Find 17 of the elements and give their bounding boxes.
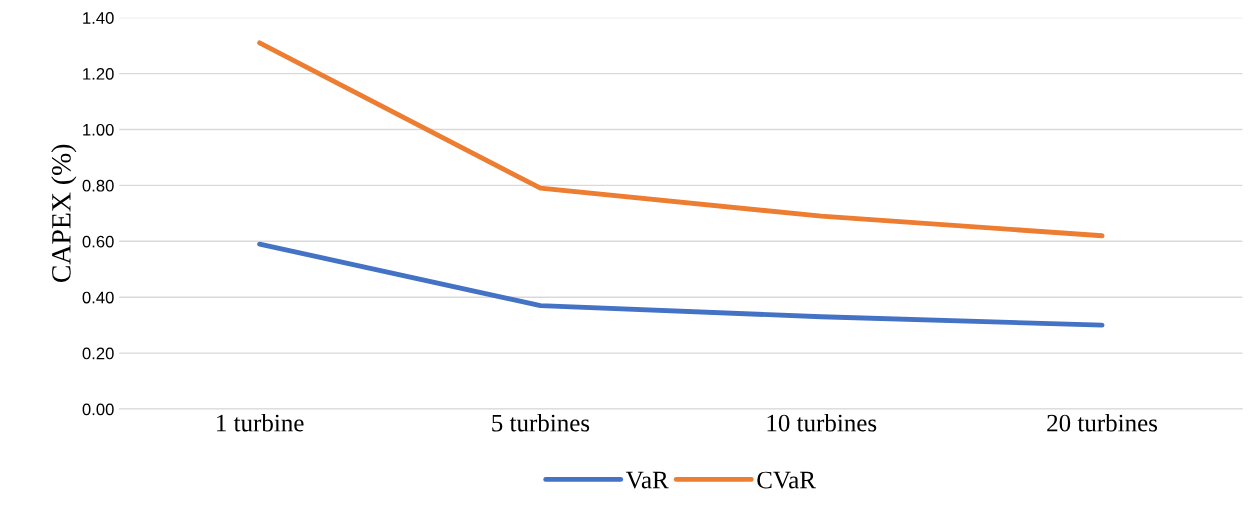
line-series — [257, 241, 1105, 328]
y-tick-label: 1.20 — [83, 67, 114, 80]
y-tick-label: 0.60 — [82, 235, 114, 248]
y-tick-label: 0.40 — [82, 291, 114, 304]
legend-label: VaR — [625, 471, 669, 489]
y-tick-label: 1.40 — [83, 12, 114, 24]
x-tick-label: 10 turbines — [767, 413, 877, 432]
y-tick-label: 1.00 — [83, 123, 114, 136]
x-tick-label: 20 turbines — [1047, 413, 1158, 432]
x-tick-label: 5 turbines — [492, 413, 590, 432]
legend-label: CVaR — [757, 471, 816, 489]
y-axis-title: CAPEX (%) — [51, 144, 77, 283]
line-series — [257, 40, 1105, 239]
y-tick-label: 0.20 — [82, 347, 114, 360]
y-tick-label: 0.00 — [82, 403, 114, 416]
x-tick-label: 1 turbine — [217, 413, 304, 432]
y-tick-label: 0.80 — [82, 179, 114, 192]
